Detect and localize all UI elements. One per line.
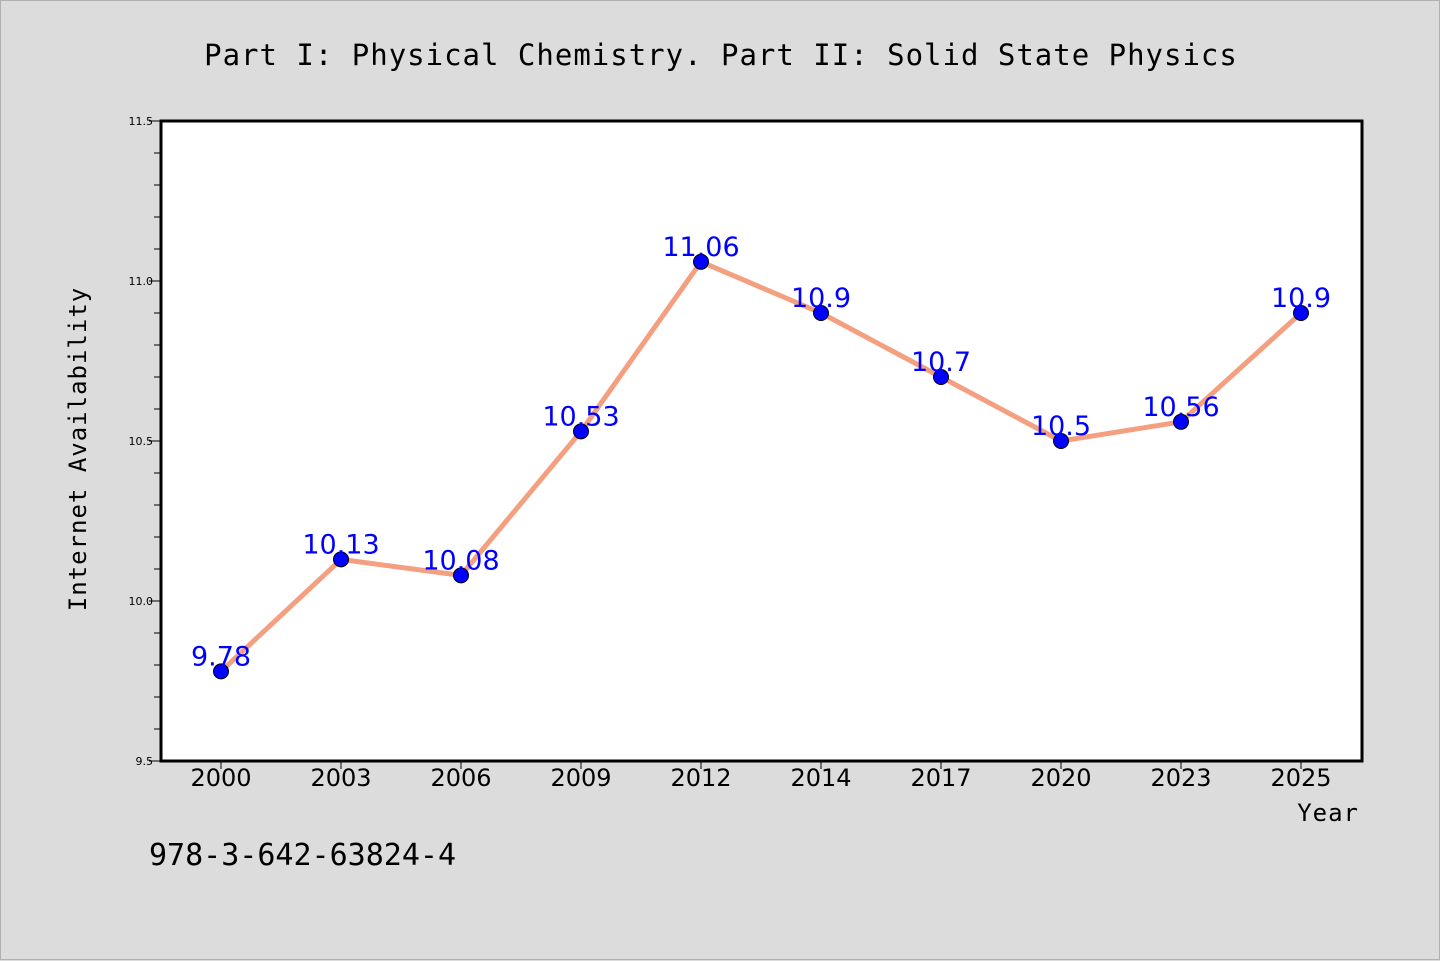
data-point: [213, 663, 229, 680]
y-tick-label: 11.0: [129, 275, 154, 288]
y-axis: 9.5 10.0 10.5 11.0 11.5: [129, 115, 161, 768]
x-tick-label: 2012: [670, 764, 731, 792]
x-axis: 2000 2003 2006 2009 2012 2014 2017 2020 2023 2025: [190, 761, 1332, 792]
y-tick-label: 10.5: [129, 435, 154, 448]
x-tick-label: 2009: [550, 764, 611, 792]
y-tick-label: 11.5: [129, 115, 154, 128]
x-tick-label: 2014: [790, 764, 851, 792]
series-group: 9.78 10.13 10.08 10.53 11.06 10.9 10.7 10.5 10.5…: [191, 232, 1331, 680]
data-label: 10.9: [791, 283, 851, 314]
chart-title: Part I: Physical Chemistry. Part II: Sol…: [204, 38, 1238, 72]
data-point: [453, 567, 469, 584]
x-tick-label: 2023: [1150, 764, 1211, 792]
data-label: 9.78: [191, 641, 251, 672]
data-point: [333, 551, 349, 568]
x-tick-label: 2003: [310, 764, 371, 792]
data-point: [1053, 433, 1069, 449]
data-point: [1173, 413, 1189, 430]
x-tick-label: 2017: [910, 764, 971, 792]
x-tick-label: 2025: [1270, 764, 1331, 792]
data-point: [933, 369, 949, 385]
data-label: 10.7: [911, 347, 971, 378]
data-label: 10.56: [1142, 392, 1219, 423]
data-point: [573, 423, 589, 440]
data-point: [693, 253, 709, 270]
data-label: 11.06: [662, 232, 739, 263]
x-axis-label: Year: [1297, 799, 1359, 827]
x-tick-label: 2000: [190, 764, 251, 792]
data-label: 10.13: [302, 529, 379, 560]
y-tick-label: 9.5: [136, 755, 154, 768]
data-label: 10.08: [422, 545, 499, 576]
data-label: 10.53: [542, 401, 619, 432]
x-tick-label: 2006: [430, 764, 491, 792]
y-tick-label: 10.0: [129, 595, 154, 608]
data-label: 10.5: [1031, 411, 1091, 442]
data-point: [813, 305, 829, 321]
y-axis-label: Internet Availability: [64, 287, 92, 611]
series-line: [219, 259, 1303, 674]
isbn-text: 978-3-642-63824-4: [149, 838, 456, 873]
plot-area: [159, 119, 1364, 763]
data-label: 10.9: [1271, 283, 1331, 314]
x-tick-label: 2020: [1030, 764, 1091, 792]
data-point: [1293, 305, 1309, 321]
